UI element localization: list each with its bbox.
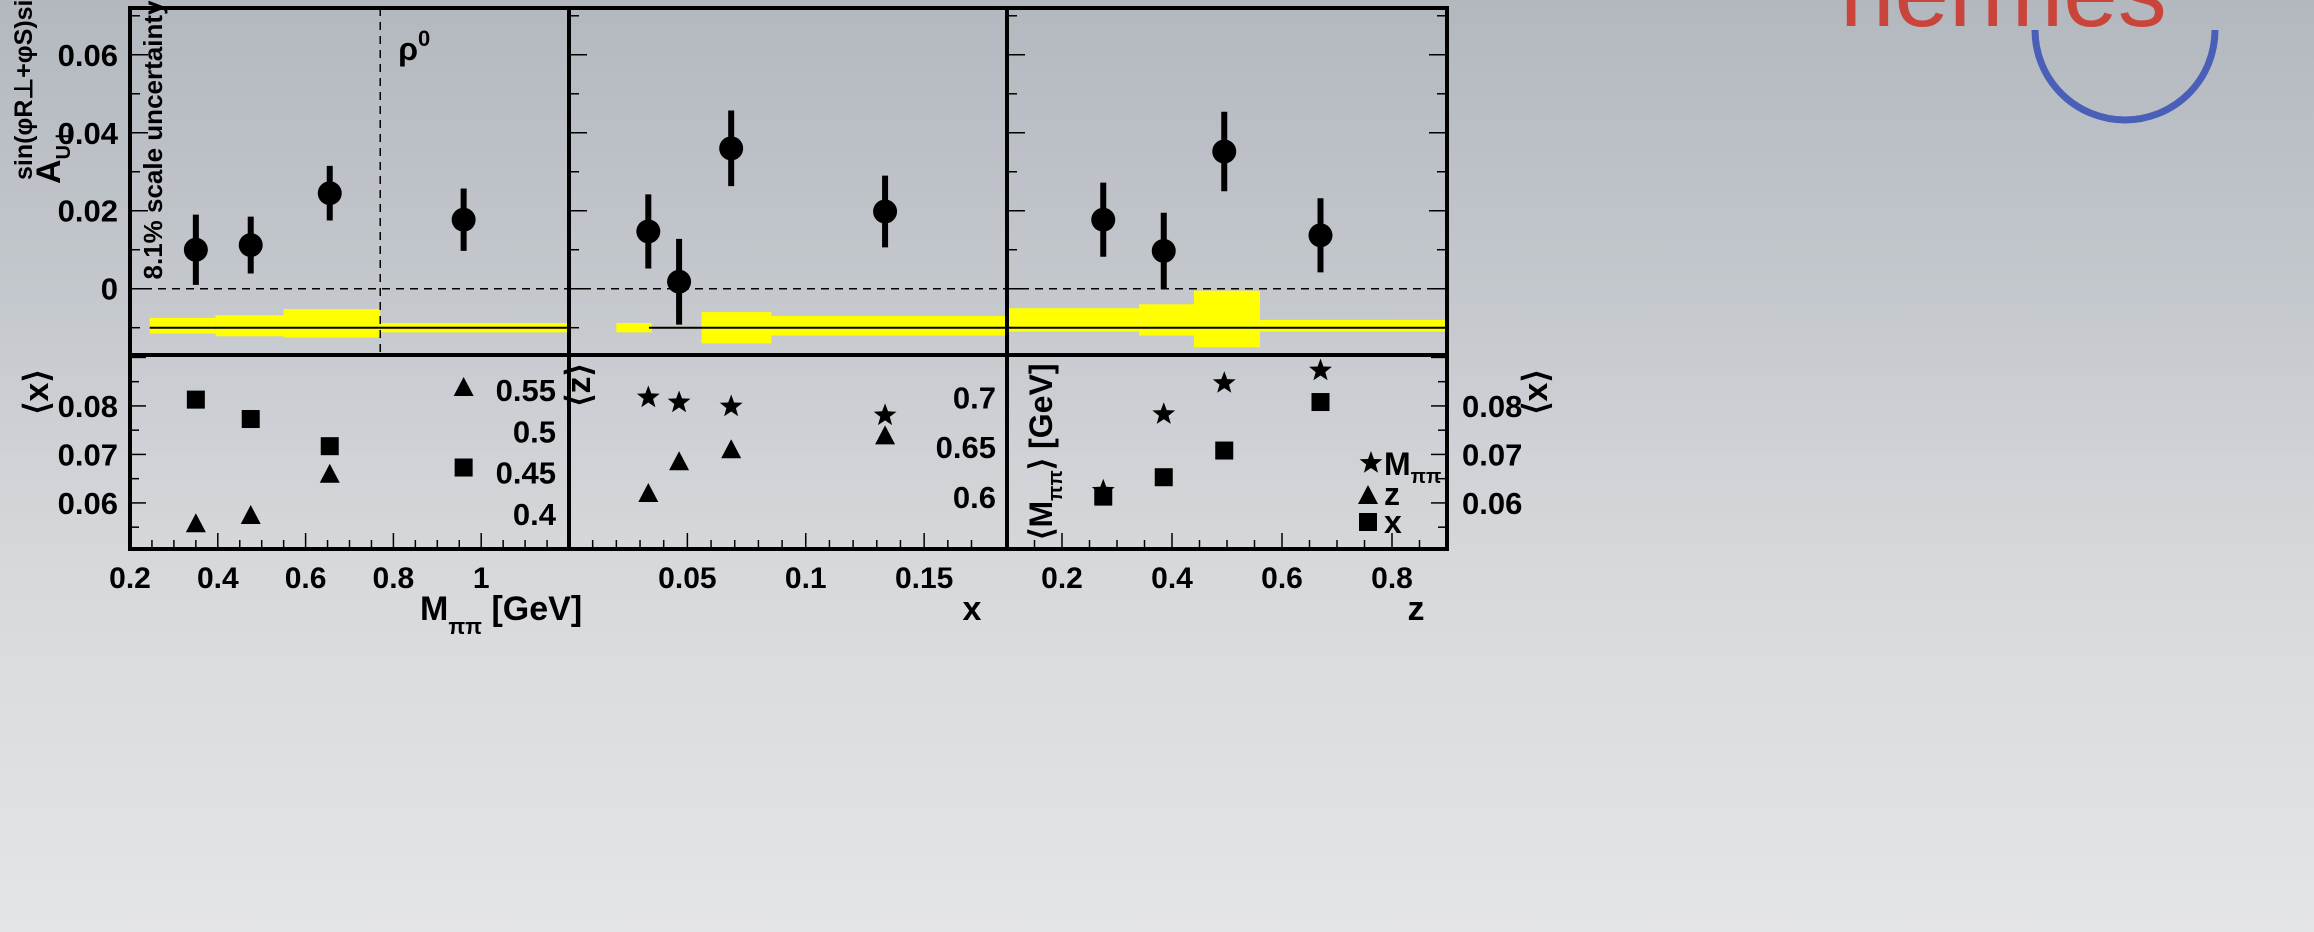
y-tick-label: 0.08 bbox=[58, 389, 118, 424]
triangle-marker bbox=[319, 463, 340, 483]
plot-labels: ρ0 0 0.02 0.04 0.06 8.1% scale uncertainty AU⊥… bbox=[10, 0, 1555, 639]
x-axis-label: z bbox=[1408, 590, 1425, 628]
hermes-logo: nermes bbox=[1840, 0, 2219, 124]
y-tick-label: 0.04 bbox=[58, 116, 119, 151]
y-tick-label: 0 bbox=[101, 272, 118, 307]
square-marker bbox=[454, 458, 473, 477]
syst-band bbox=[283, 308, 381, 338]
square-marker bbox=[1311, 393, 1330, 412]
right-y-tick-label: 0.65 bbox=[936, 430, 996, 465]
legend-triangle-marker bbox=[1358, 485, 1378, 504]
data-point bbox=[1091, 207, 1116, 232]
square-marker bbox=[320, 437, 339, 456]
top-panel-frame bbox=[128, 6, 571, 357]
square-marker bbox=[186, 390, 205, 409]
right-y-tick-label: 0.08 bbox=[1462, 389, 1522, 424]
top-panel-frame bbox=[567, 6, 1009, 357]
syst-band bbox=[1007, 308, 1139, 332]
x-tick-label: 0.05 bbox=[658, 562, 716, 595]
scale-uncertainty-note: 8.1% scale uncertainty bbox=[138, 0, 168, 279]
data-point bbox=[667, 269, 692, 294]
middle-y-axis-label: ⟨Mππ⟩ [GeV] bbox=[1023, 364, 1067, 540]
right-y-tick-label: 0.5 bbox=[513, 414, 556, 449]
star-marker bbox=[873, 403, 897, 426]
syst-band bbox=[616, 323, 652, 333]
star-marker bbox=[667, 390, 691, 413]
x-axis-label: Mππ [GeV] bbox=[420, 590, 582, 639]
syst-band bbox=[1194, 290, 1260, 348]
right-y-tick-label: 0.6 bbox=[953, 480, 996, 515]
left-y-axis-label: ⟨z⟩ bbox=[560, 363, 598, 407]
star-marker bbox=[719, 394, 743, 417]
triangle-marker bbox=[875, 425, 896, 445]
bottom-panel-frame bbox=[1005, 353, 1449, 551]
data-point bbox=[1308, 223, 1333, 248]
star-marker bbox=[1309, 358, 1332, 381]
star-marker bbox=[1212, 371, 1236, 393]
data-point bbox=[873, 199, 898, 224]
legend-label-z: z bbox=[1384, 476, 1400, 512]
x-tick-label: 0.6 bbox=[285, 562, 327, 595]
syst-band bbox=[149, 317, 216, 334]
y-tick-label: 0.02 bbox=[58, 194, 118, 229]
syst-band bbox=[1260, 319, 1447, 332]
data-point bbox=[317, 181, 342, 206]
x-tick-label: 0.4 bbox=[197, 562, 239, 595]
hermes-logo-text: nermes bbox=[1840, 0, 2167, 47]
data-point bbox=[719, 136, 744, 161]
right-y-tick-label: 0.7 bbox=[953, 380, 996, 415]
data-point bbox=[451, 207, 476, 232]
x-tick-label: 0.6 bbox=[1261, 562, 1303, 595]
legend-square-marker bbox=[1359, 513, 1377, 531]
x-tick-label: 0.2 bbox=[109, 562, 151, 595]
triangle-marker bbox=[453, 377, 474, 397]
x-tick-label: 0.1 bbox=[785, 562, 827, 595]
square-marker bbox=[1215, 441, 1234, 460]
right-y-tick-label: 0.4 bbox=[513, 497, 557, 532]
right-y-tick-label: 0.06 bbox=[1462, 486, 1522, 521]
right-y-tick-label: 0.07 bbox=[1462, 437, 1522, 472]
x-tick-label: 0.4 bbox=[1151, 562, 1193, 595]
triangle-marker bbox=[638, 482, 659, 502]
x-axis-label: x bbox=[963, 590, 982, 628]
square-marker bbox=[1154, 468, 1173, 487]
rho-label: ρ0 bbox=[398, 26, 430, 67]
left-y-axis-label: ⟨x⟩ bbox=[18, 369, 56, 414]
star-marker bbox=[1152, 402, 1176, 424]
syst-band bbox=[1139, 304, 1194, 336]
square-marker bbox=[1094, 487, 1113, 506]
x-tick-label: 0.8 bbox=[373, 562, 415, 595]
right-y-tick-label: 0.45 bbox=[496, 456, 556, 491]
legend-star-marker bbox=[1359, 451, 1383, 473]
y-axis-label: AU⊥sin(φR⊥+φS)sinθ bbox=[10, 0, 75, 184]
right-y-tick-label: 0.55 bbox=[496, 373, 556, 408]
y-tick-label: 0.06 bbox=[58, 38, 118, 73]
plot-area bbox=[128, 6, 1449, 551]
data-point bbox=[238, 233, 263, 258]
y-axis-label-superscript: sin(φR⊥+φS)sinθ bbox=[10, 0, 38, 180]
legend-label-mpipi: Mππ bbox=[1384, 446, 1441, 488]
triangle-marker bbox=[721, 439, 742, 459]
syst-band bbox=[771, 316, 1007, 336]
x-tick-label: 0.2 bbox=[1041, 562, 1083, 595]
data-point bbox=[636, 219, 661, 244]
x-tick-label: 1 bbox=[473, 562, 490, 595]
y-axis-label-main: AU⊥ bbox=[30, 128, 75, 184]
y-tick-label: 0.06 bbox=[58, 486, 118, 521]
syst-band bbox=[215, 315, 284, 337]
x-tick-label: 0.15 bbox=[895, 562, 953, 595]
y-tick-label: 0.07 bbox=[58, 437, 118, 472]
data-point bbox=[183, 237, 208, 262]
triangle-marker bbox=[185, 513, 206, 533]
data-point bbox=[1151, 238, 1176, 263]
legend-label-x: x bbox=[1384, 504, 1402, 540]
right-y-axis-label: ⟨x⟩ bbox=[1517, 369, 1555, 414]
triangle-marker bbox=[240, 504, 261, 524]
data-point bbox=[1212, 139, 1237, 164]
square-marker bbox=[241, 410, 260, 429]
x-tick-label: 0.8 bbox=[1371, 562, 1413, 595]
triangle-marker bbox=[669, 451, 690, 471]
star-marker bbox=[636, 385, 660, 408]
